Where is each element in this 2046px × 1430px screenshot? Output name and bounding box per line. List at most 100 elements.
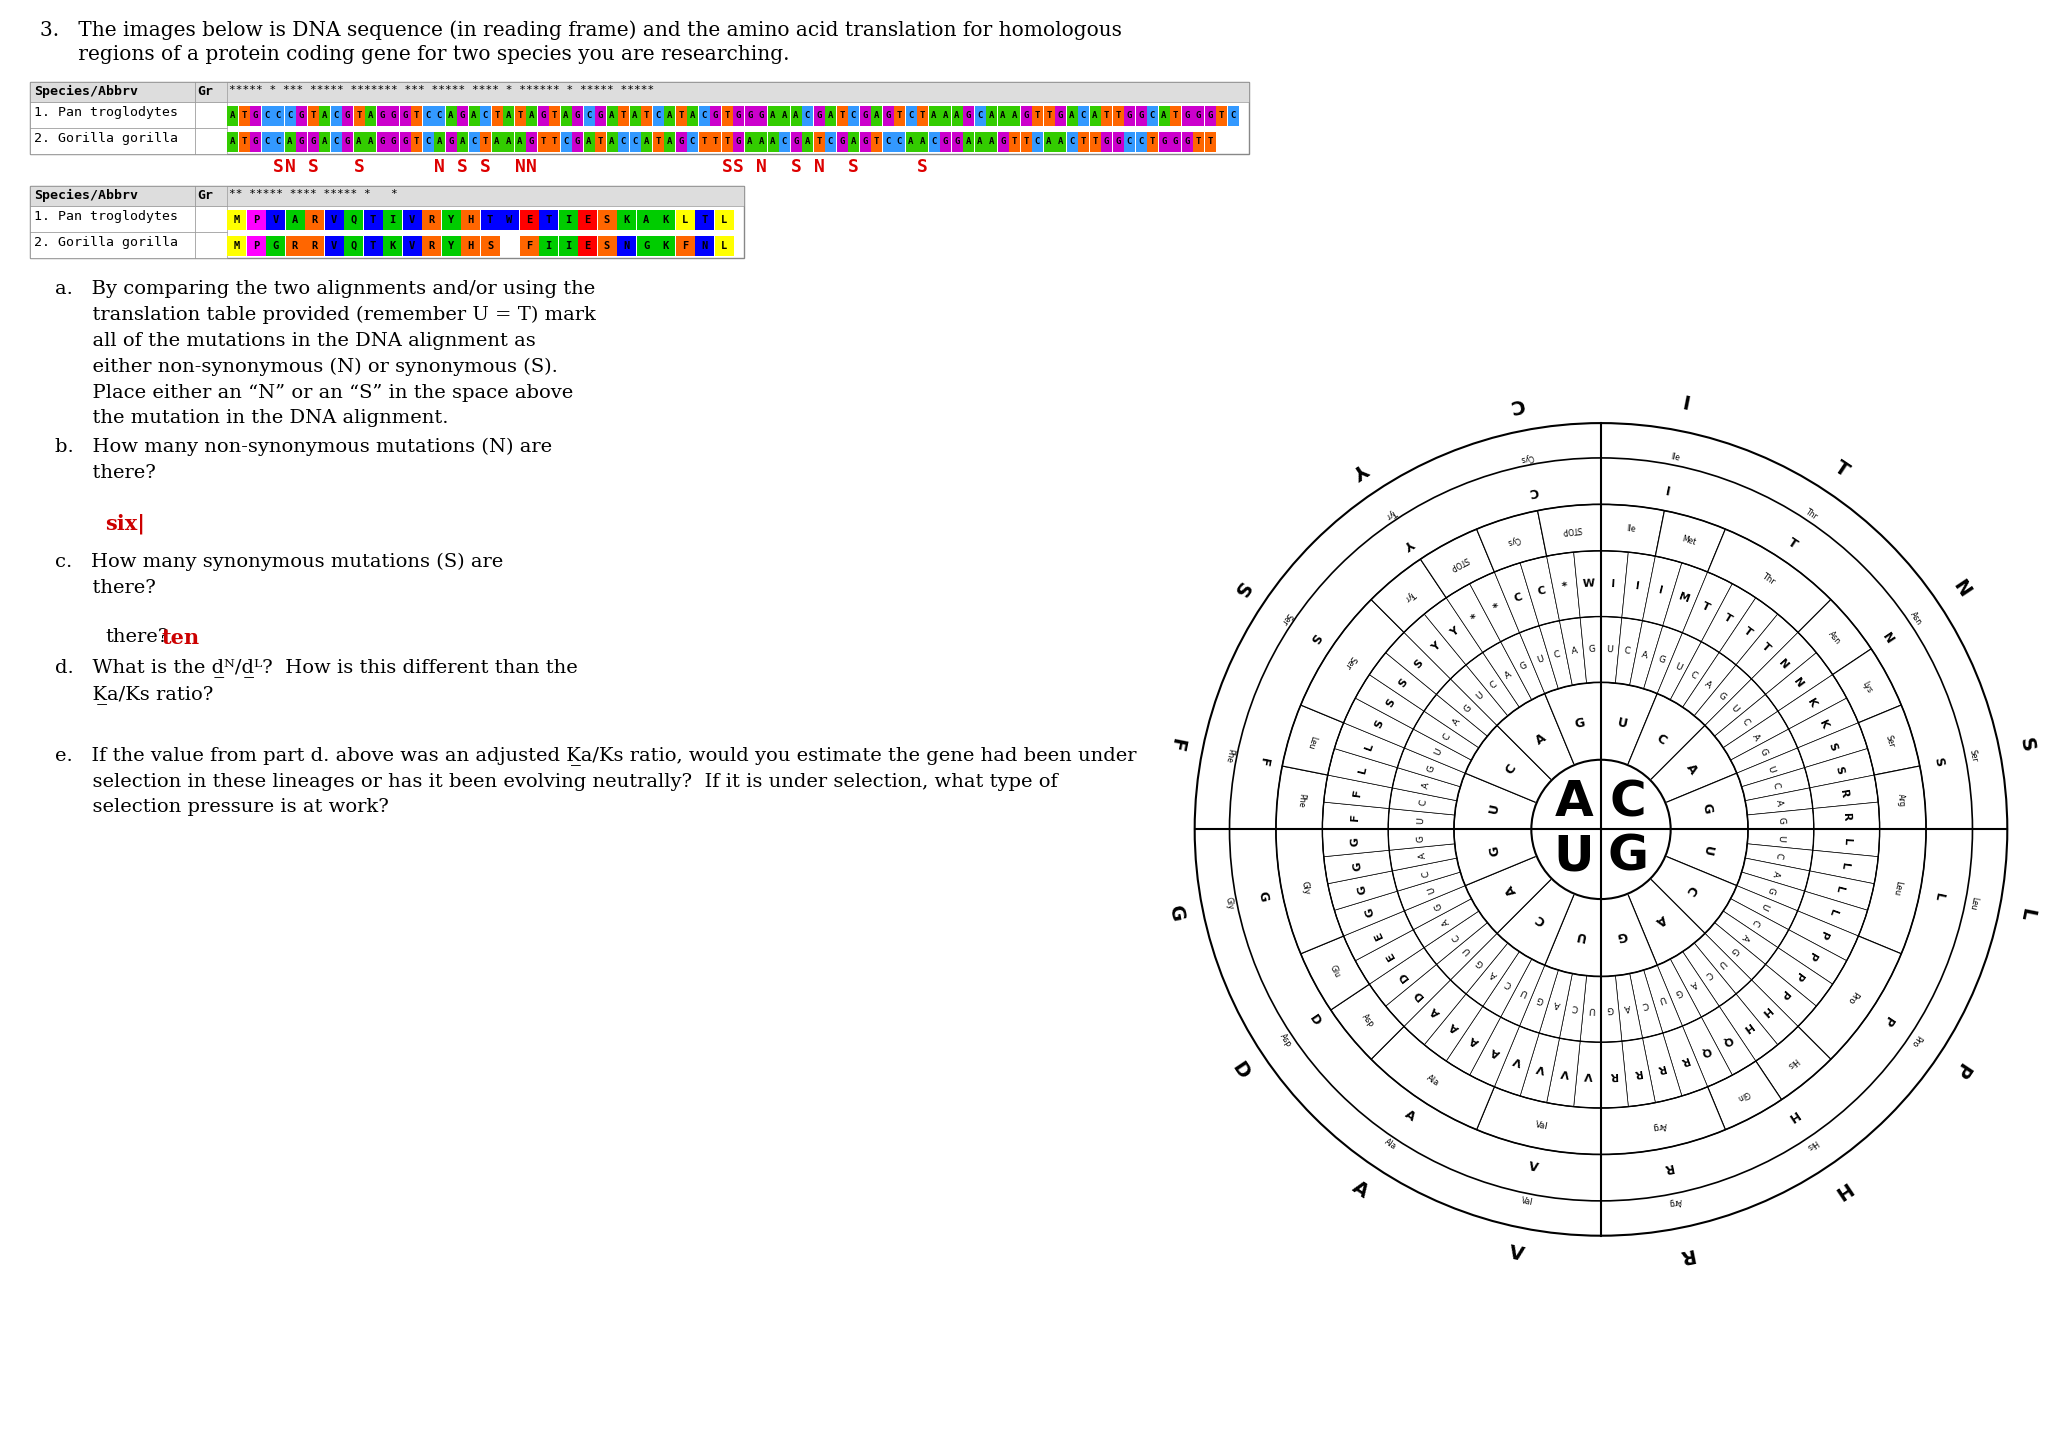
Bar <box>446 106 456 126</box>
Text: K: K <box>1805 696 1819 709</box>
Bar <box>31 82 1248 154</box>
Wedge shape <box>1404 980 1467 1045</box>
Bar <box>31 186 745 206</box>
Text: T: T <box>1035 112 1039 120</box>
Text: A: A <box>1489 968 1500 980</box>
Text: G: G <box>403 137 407 146</box>
Wedge shape <box>1708 1061 1782 1130</box>
Bar <box>657 210 675 230</box>
Bar <box>698 106 710 126</box>
Text: 1. Pan troglodytes: 1. Pan troglodytes <box>35 210 178 223</box>
Bar <box>491 106 503 126</box>
Text: T: T <box>1103 112 1109 120</box>
Bar <box>825 132 837 152</box>
Text: C: C <box>1138 137 1144 146</box>
Text: V: V <box>272 214 278 225</box>
Text: G: G <box>943 137 947 146</box>
Bar <box>732 106 745 126</box>
Text: L: L <box>1365 742 1375 752</box>
Wedge shape <box>1600 505 1663 556</box>
Wedge shape <box>1354 930 1424 984</box>
Bar <box>514 132 526 152</box>
Text: G: G <box>1729 945 1739 955</box>
Text: A: A <box>229 112 235 120</box>
Text: C: C <box>690 137 696 146</box>
Wedge shape <box>1354 675 1424 729</box>
Bar <box>597 236 616 256</box>
Bar <box>714 236 735 256</box>
Text: G: G <box>597 112 604 120</box>
Text: T: T <box>546 214 552 225</box>
Bar <box>714 210 735 230</box>
Bar <box>31 129 194 154</box>
Bar <box>1043 132 1054 152</box>
Wedge shape <box>1622 552 1655 621</box>
Text: T: T <box>1023 137 1029 146</box>
Text: G: G <box>460 112 464 120</box>
Text: A: A <box>1489 1045 1502 1058</box>
Text: V: V <box>1528 1160 1541 1174</box>
Text: Ser: Ser <box>1884 735 1897 749</box>
Bar <box>640 106 653 126</box>
Text: N: N <box>284 157 295 176</box>
Text: G: G <box>1518 661 1528 672</box>
Text: R: R <box>1676 1244 1694 1266</box>
Text: N: N <box>1776 658 1790 671</box>
Wedge shape <box>1719 598 1778 665</box>
Wedge shape <box>1665 829 1747 885</box>
Text: I: I <box>1610 579 1614 589</box>
Text: A: A <box>495 137 499 146</box>
Wedge shape <box>1631 621 1663 689</box>
Text: R: R <box>1678 1054 1690 1067</box>
Wedge shape <box>1798 599 1872 675</box>
Text: C: C <box>1418 799 1428 807</box>
Wedge shape <box>1539 970 1571 1038</box>
Wedge shape <box>1651 857 1737 934</box>
Bar <box>939 132 951 152</box>
Text: U: U <box>1520 987 1528 998</box>
Text: N: N <box>624 242 630 252</box>
Bar <box>460 236 481 256</box>
Text: A: A <box>505 112 512 120</box>
Text: G: G <box>679 137 683 146</box>
Text: A: A <box>966 137 972 146</box>
Text: G: G <box>953 137 960 146</box>
Bar <box>354 132 364 152</box>
Text: A: A <box>804 137 810 146</box>
Text: regions of a protein coding gene for two species you are researching.: regions of a protein coding gene for two… <box>41 44 790 64</box>
Bar <box>653 106 663 126</box>
Wedge shape <box>1737 748 1805 786</box>
Text: V: V <box>409 214 415 225</box>
Text: U: U <box>1463 945 1473 955</box>
Text: A: A <box>931 112 937 120</box>
Bar <box>872 106 882 126</box>
Bar <box>1113 106 1123 126</box>
Wedge shape <box>1387 829 1455 851</box>
Wedge shape <box>1344 911 1414 961</box>
Text: G: G <box>1416 835 1426 842</box>
Bar <box>344 236 362 256</box>
Text: P: P <box>1817 928 1829 941</box>
Text: Q: Q <box>350 214 356 225</box>
Text: T: T <box>1760 641 1772 654</box>
Bar <box>411 132 421 152</box>
Text: A: A <box>563 112 569 120</box>
Wedge shape <box>1715 695 1778 748</box>
Wedge shape <box>1447 1007 1500 1075</box>
Bar <box>559 210 577 230</box>
Wedge shape <box>1334 722 1404 768</box>
Text: R: R <box>428 214 434 225</box>
Text: S: S <box>2015 736 2036 754</box>
Text: A: A <box>1058 137 1064 146</box>
Bar <box>665 106 675 126</box>
Text: A: A <box>321 137 327 146</box>
Wedge shape <box>1735 613 1798 679</box>
Bar <box>499 210 520 230</box>
Text: G: G <box>528 137 534 146</box>
Text: ***** * *** ***** ******* *** ***** **** * ****** * ***** *****: ***** * *** ***** ******* *** ***** ****… <box>229 84 655 94</box>
Wedge shape <box>1465 857 1551 934</box>
Bar <box>266 236 284 256</box>
Wedge shape <box>1670 642 1719 708</box>
Text: A: A <box>1162 112 1166 120</box>
Text: e.   If the value from part d. above was an adjusted K̲a/Ks ratio, would you est: e. If the value from part d. above was a… <box>55 746 1136 817</box>
